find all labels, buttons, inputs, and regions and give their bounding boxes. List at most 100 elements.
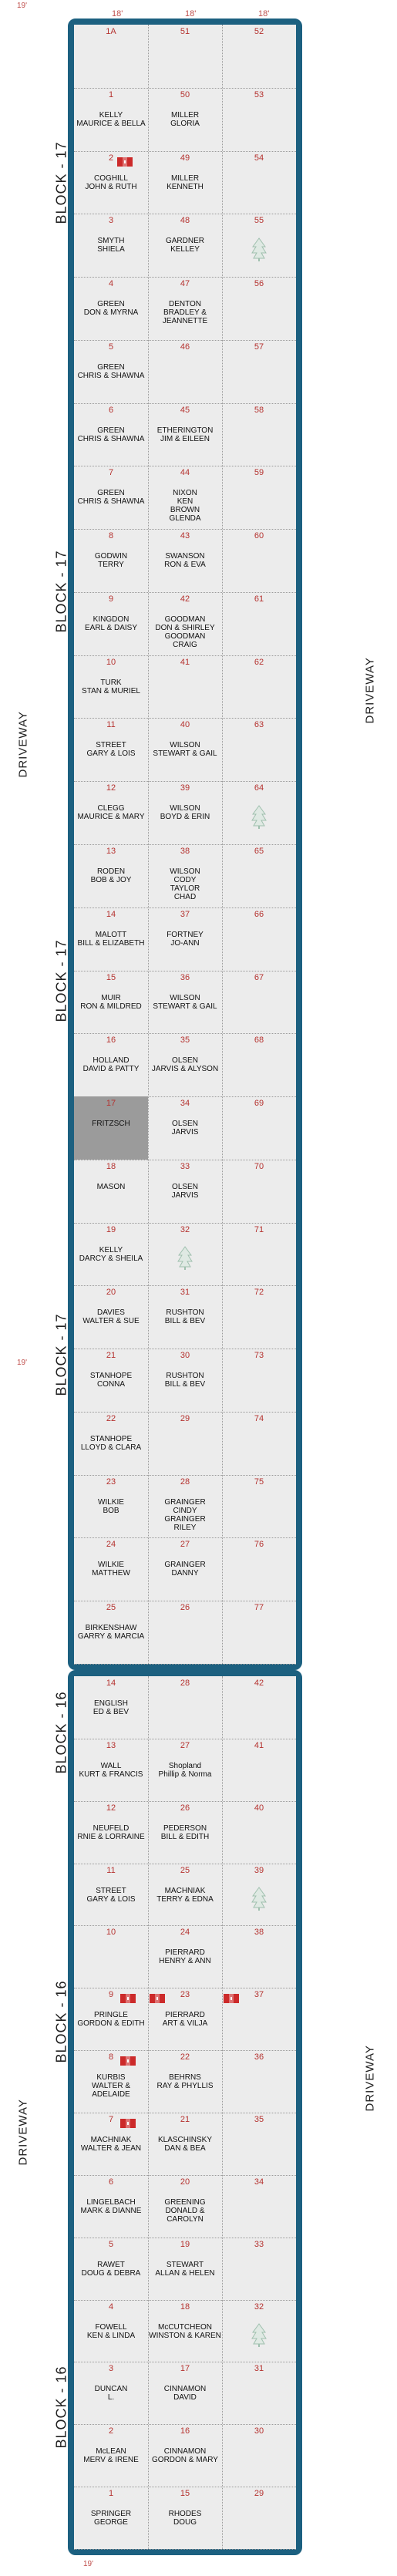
lot-cell[interactable]: 27 Shopland Phillip & Norma <box>148 1739 222 1801</box>
lot-cell[interactable]: 41 <box>148 655 222 719</box>
lot-cell[interactable]: 44 NIXON KEN BROWN GLENDA <box>148 466 222 529</box>
lot-cell[interactable]: 26 <box>148 1601 222 1664</box>
lot-cell[interactable]: 23 WILKIE BOB <box>74 1475 148 1538</box>
lot-cell[interactable]: 5 RAWET DOUG & DEBRA <box>74 2238 148 2300</box>
lot-cell[interactable]: 66 <box>222 907 296 971</box>
lot-cell[interactable]: 11 STREET GARY & LOIS <box>74 1864 148 1926</box>
lot-cell[interactable]: 55 <box>222 214 296 277</box>
lot-cell[interactable]: 71 <box>222 1223 296 1286</box>
lot-cell[interactable]: 32 <box>148 1223 222 1286</box>
lot-cell[interactable]: 32 <box>222 2300 296 2362</box>
lot-cell[interactable]: 51 <box>148 25 222 88</box>
lot-cell[interactable]: 19 KELLY DARCY & SHEILA <box>74 1223 148 1286</box>
lot-cell[interactable]: 29 <box>222 2487 296 2549</box>
lot-cell[interactable]: 16 HOLLAND DAVID & PATTY <box>74 1033 148 1096</box>
lot-cell[interactable]: 10 TURK STAN & MURIEL <box>74 655 148 719</box>
lot-cell[interactable]: 12 CLEGG MAURICE & MARY <box>74 781 148 844</box>
lot-cell[interactable]: 22 STANHOPE LLOYD & CLARA <box>74 1412 148 1475</box>
lot-cell[interactable]: 28 GRAINGER CINDY GRAINGER RILEY <box>148 1475 222 1538</box>
lot-cell[interactable]: 5 GREEN CHRIS & SHAWNA <box>74 340 148 403</box>
lot-cell[interactable]: 15 MUIR RON & MILDRED <box>74 971 148 1034</box>
lot-cell[interactable]: 26 PEDERSON BILL & EDITH <box>148 1801 222 1864</box>
lot-cell[interactable]: 14 MALOTT BILL & ELIZABETH <box>74 907 148 971</box>
lot-cell[interactable]: 57 <box>222 340 296 403</box>
lot-cell[interactable]: 28 <box>148 1676 222 1739</box>
lot-cell[interactable]: 20 DAVIES WALTER & SUE <box>74 1285 148 1349</box>
lot-cell[interactable]: 16 CINNAMON GORDON & MARY <box>148 2424 222 2487</box>
lot-cell[interactable]: 62 <box>222 655 296 719</box>
lot-cell[interactable]: 12 NEUFELD RNIE & LORRAINE <box>74 1801 148 1864</box>
lot-cell[interactable]: 39 WILSON BOYD & ERIN <box>148 781 222 844</box>
lot-cell[interactable]: 29 <box>148 1412 222 1475</box>
lot-cell[interactable]: 47 DENTON BRADLEY & JEANNETTE <box>148 277 222 340</box>
lot-cell[interactable]: 13 WALL KURT & FRANCIS <box>74 1739 148 1801</box>
lot-cell[interactable]: 40 WILSON STEWART & GAIL <box>148 718 222 781</box>
lot-cell[interactable]: 24 WILKIE MATTHEW <box>74 1537 148 1601</box>
lot-cell[interactable]: 48 GARDNER KELLEY <box>148 214 222 277</box>
lot-cell[interactable]: 7 MACHNIAK WALTER & JEAN <box>74 2113 148 2175</box>
lot-cell[interactable]: 59 <box>222 466 296 529</box>
lot-cell[interactable]: 17 FRITZSCH <box>74 1096 148 1160</box>
lot-cell[interactable]: 49 MILLER KENNETH <box>148 151 222 214</box>
lot-cell[interactable]: 60 <box>222 529 296 592</box>
lot-cell[interactable]: 15 RHODES DOUG <box>148 2487 222 2549</box>
lot-cell[interactable]: 56 <box>222 277 296 340</box>
lot-cell[interactable]: 42 GOODMAN DON & SHIRLEY GOODMAN CRAIG <box>148 592 222 655</box>
lot-cell[interactable]: 50 MILLER GLORIA <box>148 88 222 151</box>
lot-cell[interactable]: 37 <box>222 1988 296 2050</box>
lot-cell[interactable]: 46 <box>148 340 222 403</box>
lot-cell[interactable]: 3 SMYTH SHIELA <box>74 214 148 277</box>
lot-cell[interactable]: 31 RUSHTON BILL & BEV <box>148 1285 222 1349</box>
lot-cell[interactable]: 19 STEWART ALLAN & HELEN <box>148 2238 222 2300</box>
lot-cell[interactable]: 6 GREEN CHRIS & SHAWNA <box>74 403 148 466</box>
lot-cell[interactable]: 73 <box>222 1349 296 1412</box>
lot-cell[interactable]: 76 <box>222 1537 296 1601</box>
lot-cell[interactable]: 77 <box>222 1601 296 1664</box>
lot-cell[interactable]: 21 KLASCHINSKY DAN & BEA <box>148 2113 222 2175</box>
lot-cell[interactable]: 31 <box>222 2362 296 2424</box>
lot-cell[interactable]: 37 FORTNEY JO-ANN <box>148 907 222 971</box>
lot-cell[interactable]: 11 STREET GARY & LOIS <box>74 718 148 781</box>
lot-cell[interactable]: 74 <box>222 1412 296 1475</box>
lot-cell[interactable]: 23 PIERRARD ART & VILJA <box>148 1988 222 2050</box>
lot-cell[interactable]: 9 PRINGLE GORDON & EDITH <box>74 1988 148 2050</box>
lot-cell[interactable]: 35 <box>222 2113 296 2175</box>
lot-cell[interactable]: 20 GREENING DONALD & CAROLYN <box>148 2175 222 2238</box>
lot-cell[interactable]: 34 OLSEN JARVIS <box>148 1096 222 1160</box>
lot-cell[interactable]: 10 <box>74 1925 148 1988</box>
lot-cell[interactable]: 35 OLSEN JARVIS & ALYSON <box>148 1033 222 1096</box>
lot-cell[interactable]: 9 KINGDON EARL & DAISY <box>74 592 148 655</box>
lot-cell[interactable]: 69 <box>222 1096 296 1160</box>
lot-cell[interactable]: 39 <box>222 1864 296 1926</box>
lot-cell[interactable]: 1 KELLY MAURICE & BELLA <box>74 88 148 151</box>
lot-cell[interactable]: 8 KURBIS WALTER & ADELAIDE <box>74 2050 148 2113</box>
lot-cell[interactable]: 53 <box>222 88 296 151</box>
lot-cell[interactable]: 2 McLEAN MERV & IRENE <box>74 2424 148 2487</box>
lot-cell[interactable]: 3 DUNCAN L. <box>74 2362 148 2424</box>
lot-cell[interactable]: 41 <box>222 1739 296 1801</box>
lot-cell[interactable]: 33 <box>222 2238 296 2300</box>
lot-cell[interactable]: 72 <box>222 1285 296 1349</box>
lot-cell[interactable]: 38 <box>222 1925 296 1988</box>
lot-cell[interactable]: 75 <box>222 1475 296 1538</box>
lot-cell[interactable]: 2 COGHILL JOHN & RUTH <box>74 151 148 214</box>
lot-cell[interactable]: 70 <box>222 1160 296 1223</box>
lot-cell[interactable]: 64 <box>222 781 296 844</box>
lot-cell[interactable]: 65 <box>222 844 296 907</box>
lot-cell[interactable]: 1 SPRINGER GEORGE <box>74 2487 148 2549</box>
lot-cell[interactable]: 63 <box>222 718 296 781</box>
lot-cell[interactable]: 27 GRAINGER DANNY <box>148 1537 222 1601</box>
lot-cell[interactable]: 7 GREEN CHRIS & SHAWNA <box>74 466 148 529</box>
lot-cell[interactable]: 17 CINNAMON DAVID <box>148 2362 222 2424</box>
lot-cell[interactable]: 18 McCUTCHEON WINSTON & KAREN <box>148 2300 222 2362</box>
lot-cell[interactable]: 36 WILSON STEWART & GAIL <box>148 971 222 1034</box>
lot-cell[interactable]: 34 <box>222 2175 296 2238</box>
lot-cell[interactable]: 22 BEHRNS RAY & PHYLLIS <box>148 2050 222 2113</box>
lot-cell[interactable]: 54 <box>222 151 296 214</box>
lot-cell[interactable]: 25 MACHNIAK TERRY & EDNA <box>148 1864 222 1926</box>
lot-cell[interactable]: 36 <box>222 2050 296 2113</box>
lot-cell[interactable]: 25 BIRKENSHAW GARRY & MARCIA <box>74 1601 148 1664</box>
lot-cell[interactable]: 43 SWANSON RON & EVA <box>148 529 222 592</box>
lot-cell[interactable]: 61 <box>222 592 296 655</box>
lot-cell[interactable]: 30 <box>222 2424 296 2487</box>
